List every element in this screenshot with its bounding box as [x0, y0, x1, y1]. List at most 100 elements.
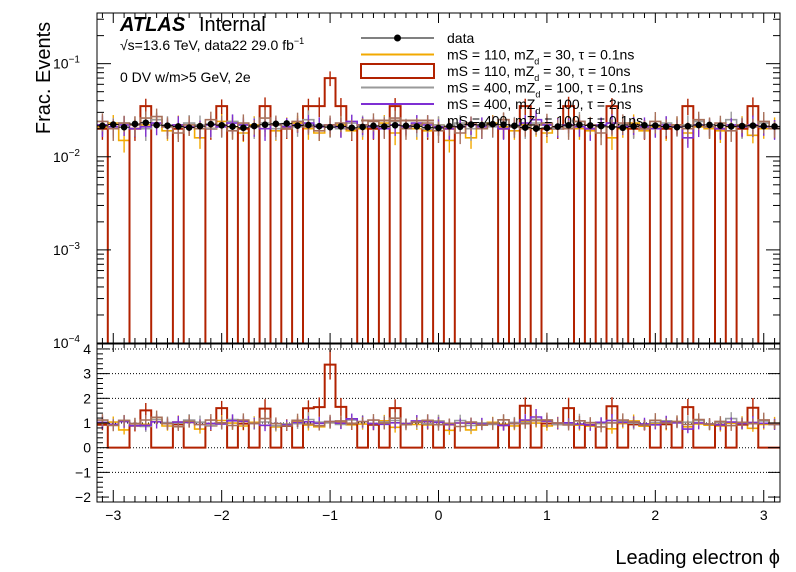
y-tick-label: 10−2 — [53, 148, 80, 165]
series-2-upper-line — [97, 77, 760, 343]
x-tick-label: 2 — [651, 507, 659, 523]
data-point — [261, 121, 269, 129]
data-point — [597, 122, 605, 130]
ratio-series-layer — [97, 349, 780, 449]
data-point — [717, 122, 724, 129]
selection-label: 0 DV w/m>5 GeV, 2e — [120, 69, 251, 85]
data-point — [511, 122, 518, 130]
x-tick-label: −1 — [322, 507, 338, 523]
data-point — [380, 123, 388, 130]
legend-entry-label: mS = 400, mZd = 100, τ = 0.1ns — [447, 113, 643, 133]
data-point — [727, 123, 735, 130]
legend-entry-label: mS = 110, mZd = 30, τ = 0.1ns — [447, 47, 634, 67]
upper-x-ticks — [101, 13, 776, 343]
data-point — [337, 123, 345, 130]
data-point — [142, 119, 150, 127]
data-point — [294, 122, 301, 129]
y-tick-label: 10−4 — [53, 334, 80, 351]
ratio-y-tick-label: 0 — [83, 440, 91, 456]
data-point — [565, 121, 572, 129]
data-point — [218, 121, 225, 129]
legend-entry-label: mS = 400, mZd = 100, τ = 2ns — [447, 96, 631, 116]
atlas-label-experiment: ATLAS — [119, 14, 186, 36]
legend-box-swatch — [360, 63, 435, 79]
data-point — [532, 125, 540, 132]
y-axis-label: Frac. Events — [33, 22, 55, 134]
atlas-label-status: Internal — [199, 14, 266, 36]
data-point — [435, 124, 442, 132]
ratio-y-tick-label: −2 — [75, 489, 91, 505]
data-point — [207, 120, 215, 128]
ratio-y-tick-label: 4 — [83, 341, 91, 357]
data-point — [131, 120, 139, 128]
data-point — [478, 121, 486, 129]
data-point — [185, 124, 193, 131]
upper-y-axis: 10−1 10−2 10−3 10−4 — [53, 18, 780, 351]
ratio-y-tick-label: 2 — [83, 390, 91, 406]
data-point — [641, 121, 648, 129]
data-point — [695, 121, 702, 129]
data-point — [662, 123, 670, 130]
data-point — [402, 122, 410, 130]
data-point — [250, 122, 258, 130]
data-point — [630, 123, 637, 130]
data-point — [489, 120, 497, 128]
data-point — [738, 122, 746, 130]
atlas-label: ATLAS Internal √s=13.6 TeV, data22 29.0 … — [119, 14, 304, 85]
data-point — [99, 122, 106, 130]
x-axis-label: Leading electron ϕ — [615, 547, 780, 569]
x-tick-label: −2 — [214, 507, 230, 523]
x-axis: −3 −2 −1 0 1 2 3 — [101, 344, 776, 523]
data-point — [391, 121, 399, 129]
data-point — [424, 124, 431, 131]
data-point — [608, 123, 616, 131]
data-point — [446, 122, 453, 130]
data-point — [576, 121, 583, 129]
data-point — [283, 120, 291, 127]
data-point — [456, 123, 464, 131]
data-point — [619, 124, 627, 132]
ratio-panel: −2 −1 0 1 2 3 4 −3 −2 −1 0 1 2 3 Leading electron ϕ — [75, 341, 781, 569]
x-tick-label: 0 — [435, 507, 443, 523]
data-point — [120, 123, 128, 131]
legend-entry-label: mS = 400, mZd = 100, τ = 0.1ns — [447, 80, 643, 100]
energy-lumi-label: √s=13.6 TeV, data22 29.0 fb−1 — [120, 36, 304, 53]
data-point — [326, 123, 334, 131]
x-tick-label: 3 — [760, 507, 768, 523]
data-point — [175, 123, 182, 130]
series-2-ratio-line — [97, 363, 780, 449]
upper-panel: 10−1 10−2 10−3 10−4 Frac. Events — [33, 12, 781, 351]
data-point — [521, 124, 529, 131]
data-point — [467, 121, 475, 128]
data-point — [673, 123, 681, 131]
ratio-y-tick-label: −1 — [75, 464, 91, 480]
x-tick-label: 1 — [543, 507, 551, 523]
legend-entry-label: mS = 110, mZd = 30, τ = 10ns — [447, 63, 630, 83]
data-point — [554, 123, 562, 130]
data-point — [240, 124, 247, 132]
data-point — [196, 122, 204, 130]
y-tick-label: 10−1 — [53, 55, 80, 72]
data-point — [109, 121, 117, 128]
upper-error-layer — [97, 71, 780, 153]
data-point — [229, 123, 236, 130]
data-point — [359, 123, 366, 131]
x-tick-label: −3 — [105, 507, 121, 523]
data-point — [543, 124, 551, 132]
ratio-y-tick-label: 1 — [83, 415, 91, 431]
data-point — [272, 120, 280, 128]
data-point — [413, 123, 421, 130]
data-point — [586, 122, 594, 129]
data-point — [315, 122, 323, 130]
data-point — [153, 121, 160, 129]
data-point — [760, 122, 768, 130]
data-point — [684, 122, 692, 130]
data-point — [305, 121, 312, 129]
legend-data-marker — [394, 34, 401, 42]
data-point — [370, 122, 377, 130]
data-point — [500, 121, 507, 129]
data-point — [749, 122, 757, 129]
data-point — [652, 122, 659, 129]
ratio-y-tick-label: 3 — [83, 366, 91, 382]
